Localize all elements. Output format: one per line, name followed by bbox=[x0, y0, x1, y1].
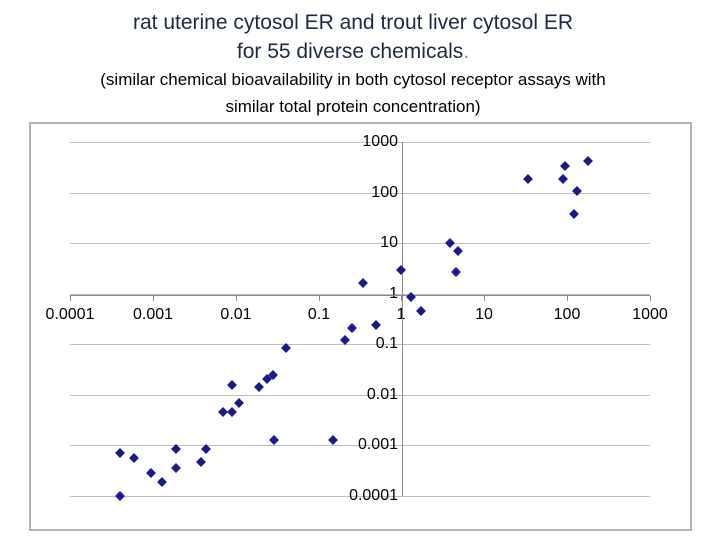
y-gridline bbox=[70, 141, 650, 143]
x-axis-tick bbox=[567, 296, 568, 301]
x-axis-tick bbox=[236, 296, 237, 301]
data-point-marker bbox=[571, 186, 582, 197]
data-point-marker bbox=[558, 174, 569, 184]
data-point-marker bbox=[346, 323, 357, 333]
y-axis-tick-label: 100 bbox=[371, 184, 398, 201]
data-point-marker bbox=[583, 156, 594, 166]
data-point-marker bbox=[568, 208, 579, 219]
y-gridline bbox=[70, 444, 650, 446]
y-axis-tick-label: 0.001 bbox=[357, 436, 398, 453]
y-axis-tick-label: 10 bbox=[380, 234, 398, 251]
data-point-marker bbox=[171, 462, 181, 473]
y-gridline bbox=[70, 495, 650, 497]
subtitle-line-2: similar total protein concentration) bbox=[225, 97, 481, 116]
data-point-marker bbox=[559, 161, 570, 171]
data-point-marker bbox=[523, 174, 534, 184]
title-line-2-text: for 55 diverse chemicals bbox=[236, 40, 464, 63]
data-point-marker bbox=[396, 265, 407, 276]
y-axis-tick-label: 1000 bbox=[362, 133, 398, 150]
data-point-marker bbox=[269, 434, 279, 445]
x-axis-tick-label: 100 bbox=[553, 306, 581, 323]
data-point-marker bbox=[171, 444, 181, 454]
y-gridline bbox=[70, 192, 650, 194]
x-axis-tick-label: 0.1 bbox=[307, 306, 331, 323]
data-point-marker bbox=[253, 382, 264, 393]
chart-title-block: rat uterine cytosol ER and trout liver c… bbox=[0, 8, 706, 120]
x-axis-tick-label: 0.0001 bbox=[45, 306, 95, 323]
x-axis-tick-label: 1000 bbox=[632, 306, 668, 323]
data-point-marker bbox=[129, 453, 140, 464]
x-axis-tick bbox=[484, 296, 485, 301]
data-point-marker bbox=[146, 468, 156, 479]
y-gridline bbox=[70, 242, 650, 244]
x-axis-tick bbox=[153, 296, 154, 301]
data-point-marker bbox=[195, 457, 206, 467]
y-axis-tick-label: 1 bbox=[389, 285, 398, 302]
data-point-marker bbox=[201, 444, 212, 454]
data-point-marker bbox=[114, 491, 125, 501]
x-axis-tick bbox=[650, 296, 651, 301]
x-axis-tick-label: 0.001 bbox=[132, 306, 174, 323]
data-point-marker bbox=[226, 406, 237, 417]
title-line-1: rat uterine cytosol ER and trout liver c… bbox=[132, 11, 573, 34]
x-axis-tick-label: 10 bbox=[475, 306, 493, 323]
y-gridline bbox=[70, 293, 650, 295]
x-axis-tick bbox=[319, 296, 320, 301]
data-point-marker bbox=[445, 238, 456, 249]
x-axis-tick-label: 1 bbox=[396, 306, 406, 323]
title-line-2: for 55 diverse chemicals. bbox=[0, 37, 706, 66]
y-gridline bbox=[70, 394, 650, 396]
data-point-marker bbox=[226, 379, 237, 390]
title-period: . bbox=[463, 40, 470, 63]
data-point-marker bbox=[451, 266, 462, 277]
y-axis-line bbox=[402, 142, 403, 496]
data-point-marker bbox=[157, 476, 168, 487]
y-axis-tick-label: 0.1 bbox=[375, 335, 398, 352]
x-axis-tick-label: 0.01 bbox=[220, 306, 252, 323]
data-point-marker bbox=[452, 246, 463, 256]
y-gridline bbox=[70, 343, 650, 345]
data-point-marker bbox=[114, 448, 125, 459]
x-axis-tick bbox=[401, 296, 402, 301]
x-axis-line bbox=[70, 295, 650, 296]
subtitle-line-1: (similar chemical bioavailability in bot… bbox=[100, 70, 606, 89]
x-axis-tick bbox=[70, 296, 71, 301]
data-point-marker bbox=[234, 397, 245, 408]
y-axis-tick-label: 0.01 bbox=[366, 386, 398, 403]
y-axis-tick-label: 0.0001 bbox=[349, 487, 398, 504]
